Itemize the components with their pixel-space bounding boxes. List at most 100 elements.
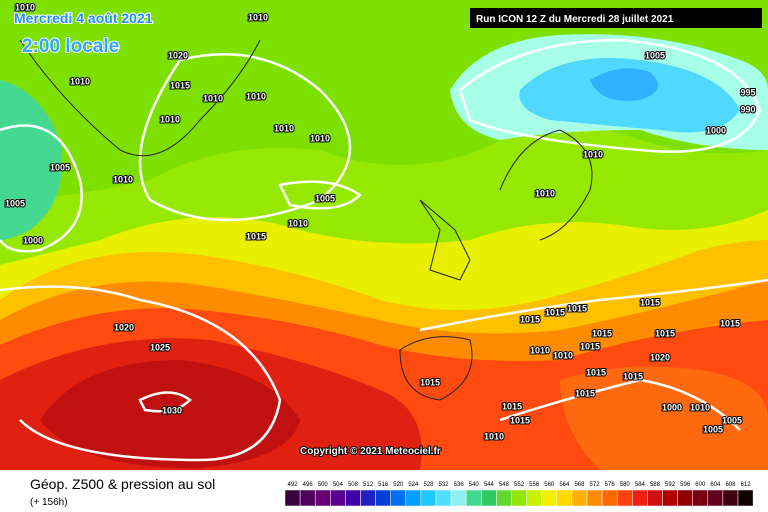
scale-swatch — [722, 489, 739, 507]
scale-swatch — [330, 489, 346, 507]
scale-label: 604 — [710, 482, 721, 488]
isobar-label: 1020 — [650, 352, 670, 362]
scale-label: 576 — [605, 482, 616, 488]
isobar-label: 1010 — [484, 431, 504, 441]
isobar-label: 1015 — [586, 367, 606, 377]
isobar-label: 1015 — [510, 415, 530, 425]
scale-swatch — [647, 489, 663, 507]
isobar-label: 1030 — [162, 405, 182, 415]
scale-swatch — [390, 489, 407, 507]
scale-label: 552 — [514, 482, 525, 488]
scale-swatch — [737, 489, 754, 507]
scale-label: 508 — [348, 482, 359, 488]
isobar-label: 1015 — [420, 377, 440, 387]
scale-swatch — [616, 489, 633, 507]
scale-label: 500 — [318, 482, 329, 488]
isobar-label: 1010 — [553, 350, 573, 360]
isobar-label: 1010 — [113, 174, 133, 184]
isobar-label: 1005 — [5, 198, 25, 208]
isobar-label: 1010 — [15, 2, 35, 12]
color-scale: 492 496 500 504 508 512 516 520 524 528 532 536 540 5… — [284, 482, 754, 507]
scale-label: 608 — [725, 482, 736, 488]
scale-swatch — [707, 489, 724, 507]
isobar-label: 1015 — [246, 231, 266, 241]
isobar-label: 1010 — [530, 345, 550, 355]
isobar-label: 1015 — [640, 297, 660, 307]
scale-swatch — [601, 489, 618, 507]
isobar-label: 1005 — [703, 424, 723, 434]
isobar-label: 1010 — [246, 91, 266, 101]
scale-label: 592 — [665, 482, 676, 488]
isobar-label: 1010 — [160, 114, 180, 124]
scale-swatch — [345, 489, 361, 507]
scale-swatch — [284, 489, 301, 507]
isobar-label: 1015 — [592, 328, 612, 338]
isobar-label: 1005 — [645, 50, 665, 60]
scale-swatch — [360, 489, 376, 507]
isobar-label: 1010 — [535, 188, 555, 198]
scale-swatch — [541, 489, 558, 507]
isobar-label: 1005 — [50, 162, 70, 172]
isobar-label: 1010 — [203, 93, 223, 103]
scale-label: 512 — [363, 482, 374, 488]
scale-label: 532 — [439, 482, 450, 488]
scale-label: 548 — [499, 482, 510, 488]
isobar-label: 990 — [740, 104, 755, 114]
scale-label: 536 — [454, 482, 465, 488]
isobar-label: 1015 — [623, 371, 643, 381]
forecast-time: 2:00 locale — [22, 36, 119, 57]
forecast-date: Mercredi 4 août 2021 — [14, 10, 153, 26]
scale-swatch — [571, 489, 588, 507]
scale-label: 540 — [469, 482, 480, 488]
isobar-label: 1015 — [580, 341, 600, 351]
scale-swatch — [556, 489, 573, 507]
run-info: Run ICON 12 Z du Mercredi 28 juillet 202… — [476, 14, 674, 25]
scale-label: 556 — [529, 482, 540, 488]
footer-title: Géop. Z500 & pression au sol — [30, 476, 215, 492]
isobar-label: 1015 — [655, 328, 675, 338]
scale-label: 528 — [423, 482, 434, 488]
isobar-label: 1010 — [274, 123, 294, 133]
scale-swatch — [677, 489, 693, 507]
scale-label: 492 — [288, 482, 299, 488]
scale-swatch — [511, 489, 527, 507]
run-box — [470, 8, 762, 28]
scale-swatch — [314, 489, 331, 507]
scale-swatch — [465, 489, 482, 507]
isobar-label: 1010 — [70, 76, 90, 86]
copyright: Copyright © 2021 Meteociel.fr — [300, 446, 441, 457]
isobar-label: 1010 — [310, 133, 330, 143]
isobar-label: 1005 — [315, 193, 335, 203]
scale-swatch — [420, 489, 437, 507]
scale-swatch — [632, 489, 648, 507]
isobar-label: 1025 — [150, 342, 170, 352]
isobar-label: 1015 — [720, 318, 740, 328]
scale-swatch — [435, 489, 452, 507]
scale-label: 568 — [574, 482, 585, 488]
scale-label: 520 — [393, 482, 404, 488]
scale-label: 588 — [650, 482, 661, 488]
scale-label: 496 — [303, 482, 314, 488]
scale-label: 504 — [333, 482, 344, 488]
scale-label: 560 — [544, 482, 555, 488]
scale-swatch — [450, 489, 467, 507]
isobar-label: 1015 — [502, 401, 522, 411]
scale-swatch — [481, 489, 497, 507]
scale-label: 544 — [484, 482, 495, 488]
scale-swatch — [526, 489, 542, 507]
isobar-label: 1000 — [23, 235, 43, 245]
scale-swatch — [299, 489, 316, 507]
scale-label: 524 — [408, 482, 419, 488]
isobar-label: 1020 — [114, 322, 134, 332]
scale-swatch — [375, 489, 391, 507]
isobar-label: 1015 — [575, 388, 595, 398]
scale-label: 564 — [559, 482, 570, 488]
scale-label: 584 — [635, 482, 646, 488]
scale-label: 580 — [620, 482, 631, 488]
isobar-label: 1000 — [662, 402, 682, 412]
isobar-label: 995 — [740, 87, 755, 97]
isobar-label: 1020 — [168, 50, 188, 60]
isobar-label: 1010 — [690, 402, 710, 412]
